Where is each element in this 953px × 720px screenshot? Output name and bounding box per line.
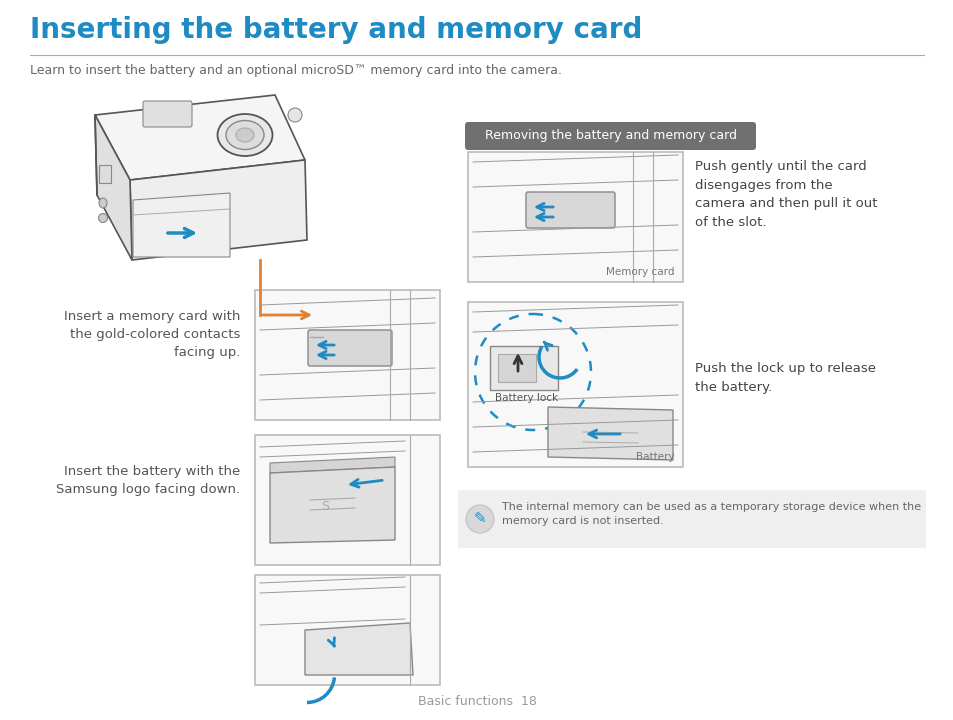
Text: ✎: ✎: [473, 511, 486, 526]
Text: Battery lock: Battery lock: [495, 393, 558, 403]
Polygon shape: [305, 623, 413, 675]
Text: Memory card: Memory card: [606, 267, 675, 277]
Text: Push gently until the card
disengages from the
camera and then pull it out
of th: Push gently until the card disengages fr…: [695, 160, 877, 228]
Bar: [468, 152, 682, 282]
Circle shape: [465, 505, 494, 533]
Ellipse shape: [235, 128, 253, 142]
Ellipse shape: [99, 198, 107, 208]
Polygon shape: [132, 193, 230, 257]
Ellipse shape: [226, 120, 264, 150]
Ellipse shape: [217, 114, 273, 156]
Polygon shape: [130, 160, 307, 260]
Circle shape: [288, 108, 302, 122]
FancyBboxPatch shape: [308, 330, 392, 366]
Text: Push the lock up to release
the battery.: Push the lock up to release the battery.: [695, 362, 875, 394]
Bar: [468, 302, 682, 467]
Text: Basic functions  18: Basic functions 18: [417, 695, 536, 708]
FancyBboxPatch shape: [525, 192, 615, 228]
FancyBboxPatch shape: [143, 101, 192, 127]
Text: Learn to insert the battery and an optional microSD™ memory card into the camera: Learn to insert the battery and an optio…: [30, 64, 561, 77]
FancyBboxPatch shape: [464, 122, 755, 150]
Bar: [99, 165, 111, 183]
Text: Removing the battery and memory card: Removing the battery and memory card: [484, 130, 737, 143]
Bar: [497, 354, 536, 382]
Polygon shape: [547, 407, 672, 460]
Text: Insert a memory card with
the gold-colored contacts
facing up.: Insert a memory card with the gold-color…: [64, 310, 240, 359]
Bar: [254, 575, 439, 685]
Polygon shape: [95, 95, 305, 180]
Text: Battery: Battery: [636, 452, 675, 462]
Polygon shape: [95, 115, 132, 260]
Ellipse shape: [98, 214, 108, 222]
Text: Inserting the battery and memory card: Inserting the battery and memory card: [30, 16, 641, 44]
Bar: [490, 346, 558, 390]
Polygon shape: [270, 457, 395, 473]
Bar: [254, 435, 439, 565]
Polygon shape: [270, 467, 395, 543]
Text: S: S: [320, 500, 329, 513]
Text: Insert the battery with the
Samsung logo facing down.: Insert the battery with the Samsung logo…: [56, 465, 240, 496]
FancyBboxPatch shape: [457, 490, 925, 548]
Bar: [254, 290, 439, 420]
Text: The internal memory can be used as a temporary storage device when the
memory ca: The internal memory can be used as a tem…: [501, 502, 921, 526]
